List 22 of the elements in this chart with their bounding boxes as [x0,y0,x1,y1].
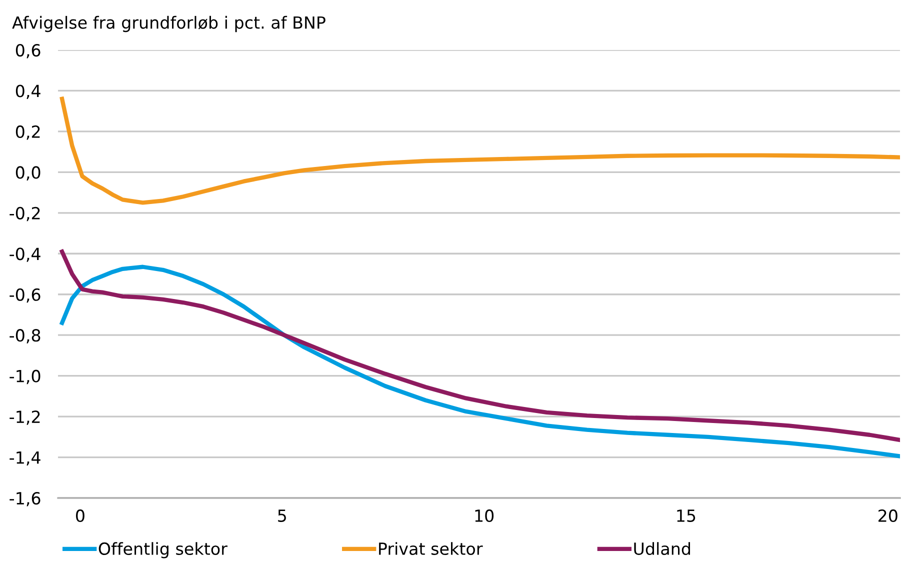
y-tick-label: -1,6 [10,492,40,506]
y-tick-label: 0,2 [16,125,40,140]
x-tick-label: 0 [76,509,84,522]
x-tick-label: 15 [677,510,696,522]
y-tick-label: 0,6 [16,44,40,58]
legend-label: Offentlig sektor [98,542,228,558]
y-tick-label: -0,6 [10,288,40,303]
y-tick-label: -0,4 [10,248,40,262]
legend-label: Privat sektor [379,542,483,556]
y-tick-label: -0,2 [10,206,40,222]
chart-title: Afvigelse fra grundforløb i pct. af BNP [12,16,326,32]
y-tick-label: -1,2 [10,410,40,425]
legend-label: Udland [634,542,690,556]
y-tick-label: -1,0 [10,370,40,384]
y-tick-label: -1,4 [10,451,40,466]
x-tick-label: 10 [475,509,494,522]
x-tick-label: 20 [878,509,898,522]
x-tick-label: 5 [278,510,286,522]
y-tick-label: -0,8 [10,329,40,344]
y-tick-label: 0,0 [16,166,40,180]
y-tick-label: 0,4 [16,84,40,99]
line-series [60,96,900,205]
